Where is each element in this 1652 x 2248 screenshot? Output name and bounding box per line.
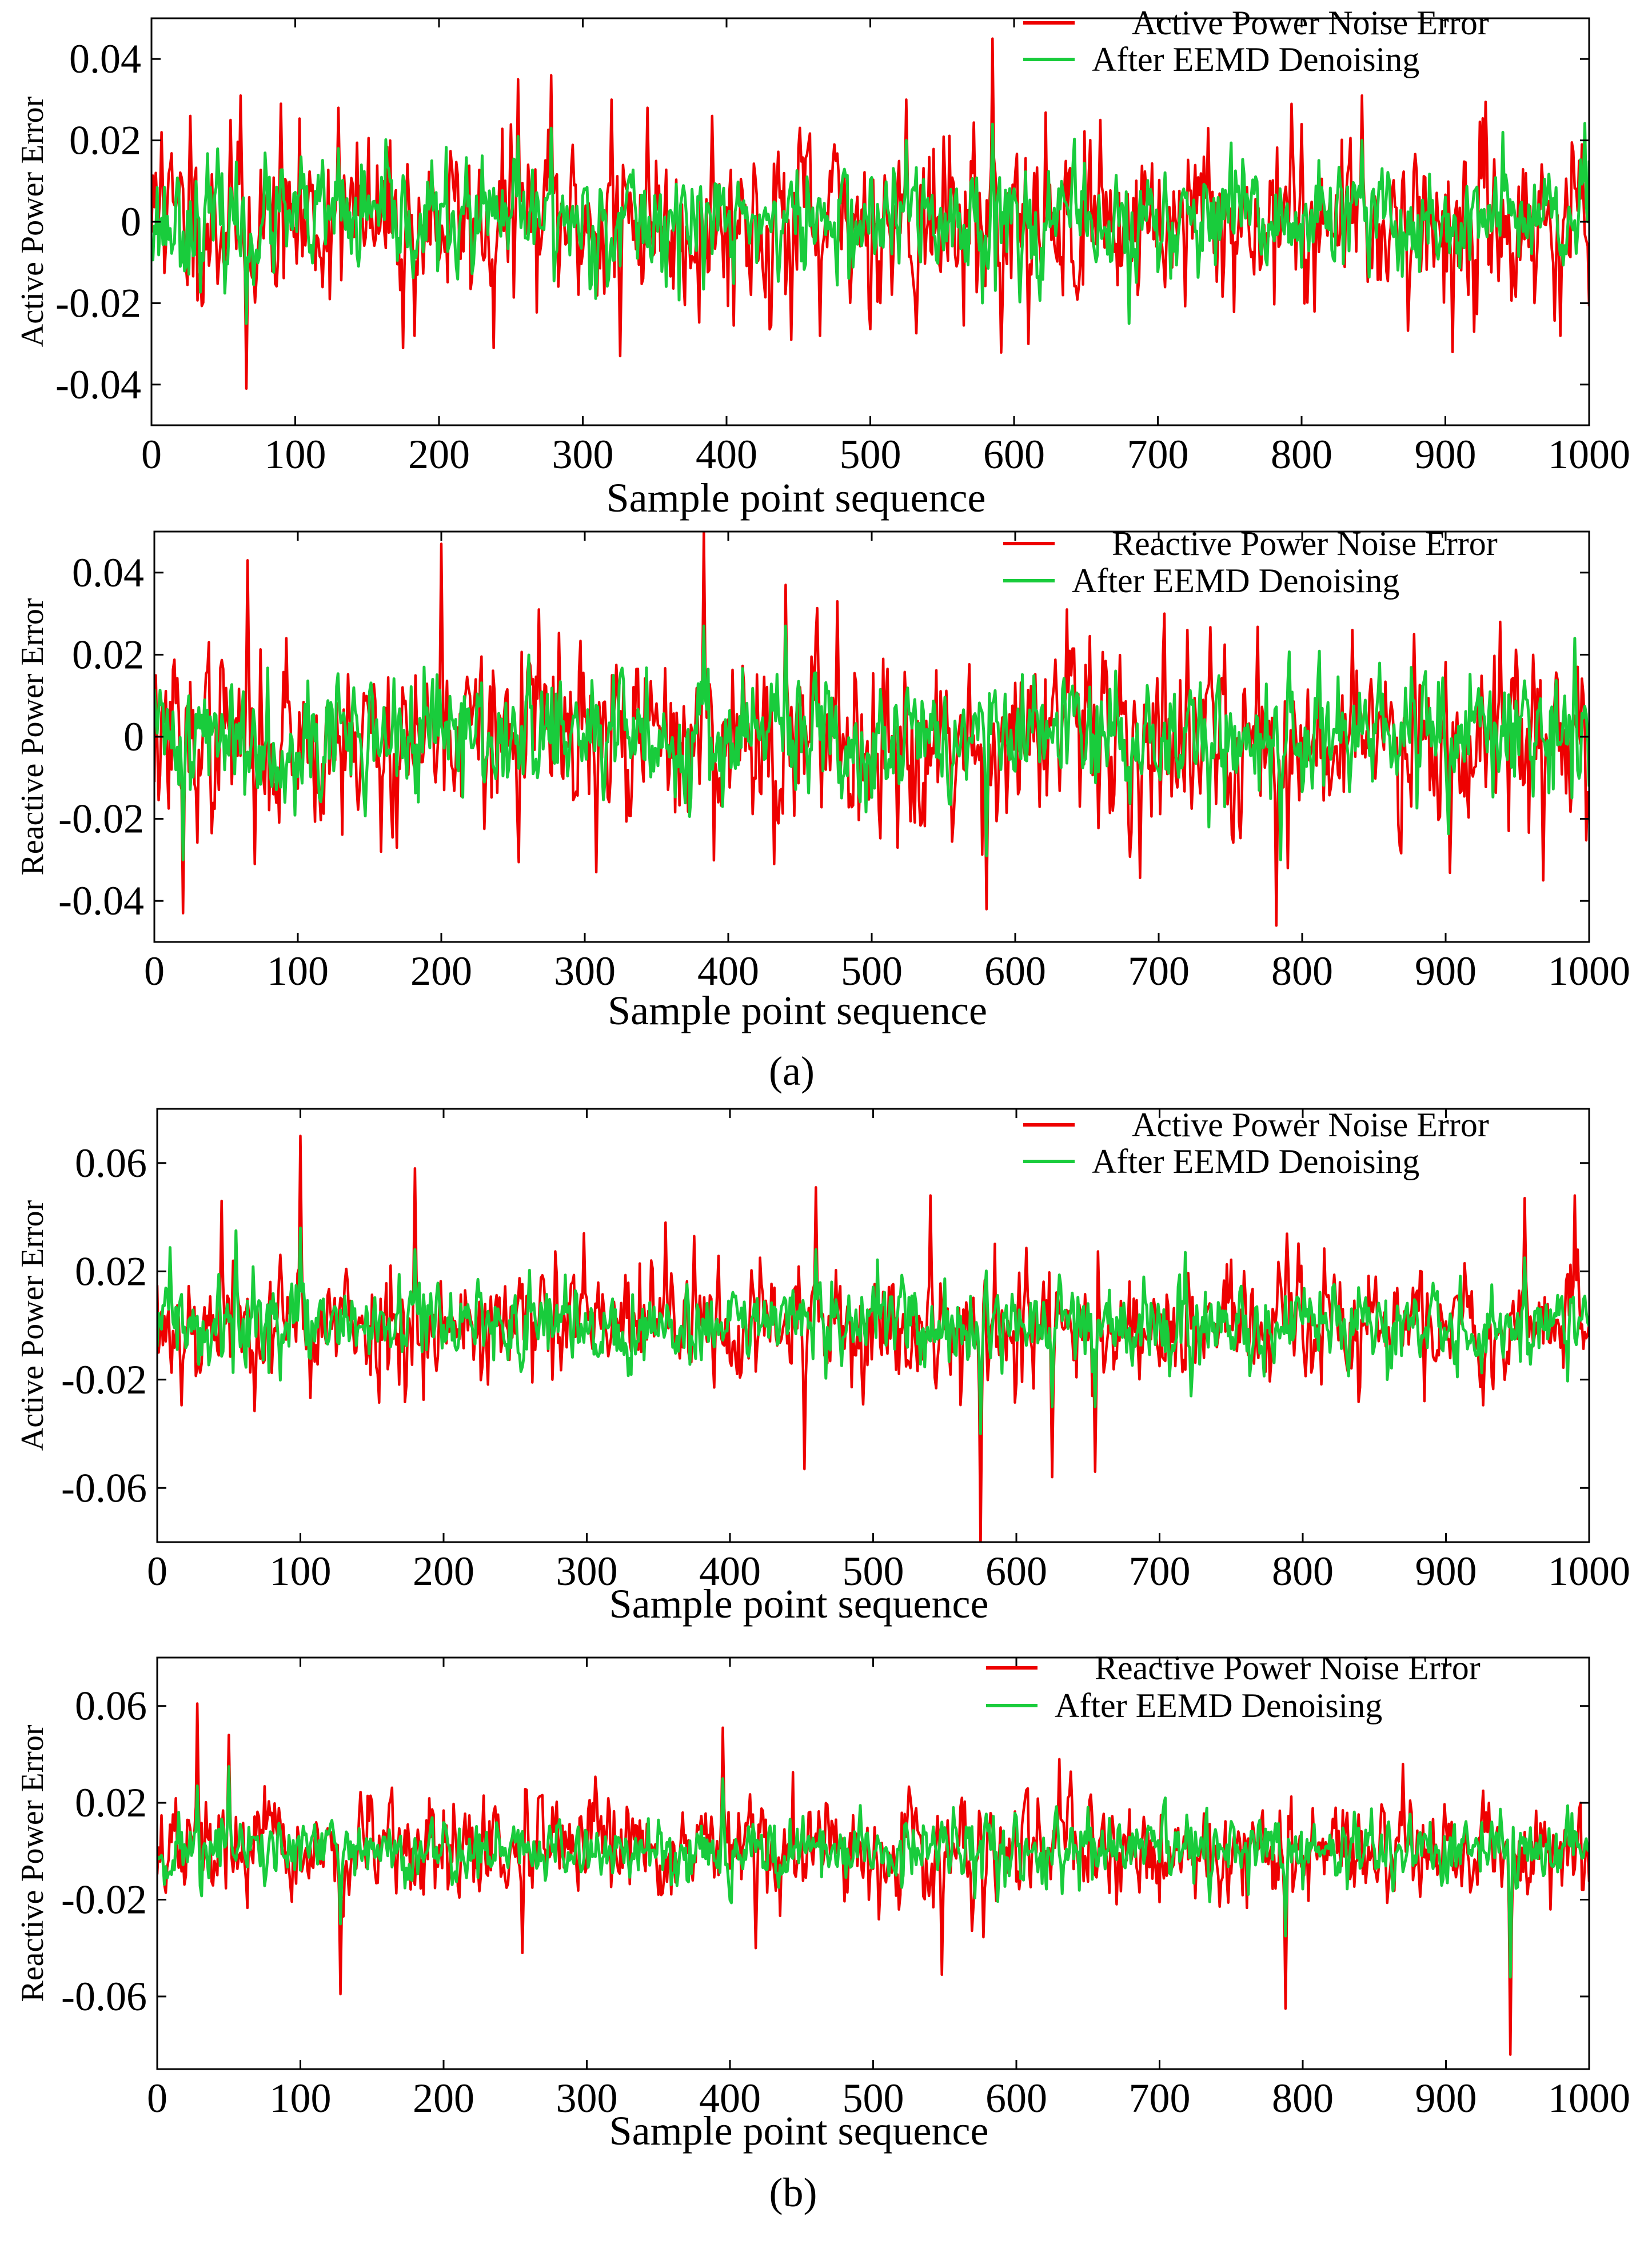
x-tick-label: 1000 <box>1548 948 1630 994</box>
x-axis-title: Sample point sequence <box>609 1581 989 1627</box>
x-tick-label: 1000 <box>1548 1548 1630 1594</box>
y-tick-label: -0.06 <box>61 1974 147 2019</box>
x-axis-title: Sample point sequence <box>608 988 987 1033</box>
x-tick-label: 600 <box>985 2075 1047 2121</box>
y-tick-label: -0.02 <box>55 280 141 326</box>
caption-b: (b) <box>769 2170 817 2215</box>
series-eemd-denoised-line <box>157 1765 1589 1979</box>
y-axis-title: Active Power Error <box>15 96 50 347</box>
x-tick-label: 400 <box>699 1548 761 1594</box>
x-tick-label: 200 <box>408 432 470 477</box>
x-tick-label: 100 <box>265 432 326 477</box>
x-tick-label: 200 <box>413 1548 474 1594</box>
x-tick-label: 500 <box>843 2075 904 2121</box>
panel-a-reactive: 0 100 200 300 400 500 600 700 800 900 1000 0.04 0.02… <box>15 525 1630 1094</box>
x-tick-label: 600 <box>985 1548 1047 1594</box>
y-tick-label: 0 <box>121 199 141 245</box>
x-tick-label: 300 <box>556 1548 618 1594</box>
x-tick-label: 200 <box>410 948 472 994</box>
legend-label-denoised: After EEMD Denoising <box>1092 1143 1419 1180</box>
x-tick-label: 500 <box>843 1548 904 1594</box>
legend-label-noise: Active Power Noise Error <box>1132 4 1489 42</box>
y-tick-label: 0.02 <box>75 1248 147 1294</box>
legend-label-denoised: After EEMD Denoising <box>1055 1687 1382 1724</box>
series-noise-error-line <box>157 1702 1589 2056</box>
x-tick-label: 400 <box>699 2075 761 2121</box>
y-tick-label: -0.04 <box>55 362 141 408</box>
y-tick-label: 0.06 <box>75 1140 147 1186</box>
x-tick-label: 100 <box>270 1548 332 1594</box>
y-tick-label: 0.02 <box>75 1780 147 1826</box>
panel-b-reactive: 0 100 200 300 400 500 600 700 800 900 1000 0.06 0.02… <box>15 1649 1630 2215</box>
y-tick-label: 0.04 <box>72 550 144 596</box>
x-tick-label: 900 <box>1415 432 1477 477</box>
x-tick-label: 700 <box>1129 2075 1191 2121</box>
y-tick-label: -0.02 <box>61 1877 147 1923</box>
legend-label-noise: Reactive Power Noise Error <box>1095 1649 1481 1687</box>
panel-a-active: 0 100 200 300 400 500 600 700 800 900 1000 0.04 0.02… <box>15 4 1630 521</box>
legend-label-denoised: After EEMD Denoising <box>1092 41 1419 78</box>
x-tick-label: 800 <box>1272 1548 1334 1594</box>
x-tick-label: 200 <box>413 2075 474 2121</box>
series-eemd-denoised-line <box>154 624 1589 861</box>
y-tick-label: 0.04 <box>69 36 141 82</box>
legend-label-noise: Active Power Noise Error <box>1132 1106 1489 1144</box>
y-tick-label: -0.06 <box>61 1465 147 1511</box>
x-tick-label: 0 <box>144 948 165 994</box>
x-tick-label: 900 <box>1415 948 1477 994</box>
x-axis-title: Sample point sequence <box>606 475 986 521</box>
series-eemd-denoised-line <box>151 122 1589 325</box>
x-tick-label: 700 <box>1128 948 1190 994</box>
x-tick-label: 100 <box>270 2075 332 2121</box>
y-axis-title: Reactive Power Error <box>15 1724 50 2002</box>
x-tick-label: 500 <box>841 948 903 994</box>
x-tick-label: 500 <box>840 432 901 477</box>
legend: Active Power Noise Error After EEMD Deno… <box>1023 4 1489 78</box>
y-tick-label: -0.04 <box>58 878 144 924</box>
x-tick-label: 700 <box>1127 432 1189 477</box>
x-tick-label: 800 <box>1271 948 1333 994</box>
x-tick-label: 800 <box>1272 2075 1334 2121</box>
y-tick-label: 0.02 <box>69 118 141 163</box>
x-tick-label: 800 <box>1271 432 1332 477</box>
x-tick-label: 300 <box>552 432 614 477</box>
x-axis-title: Sample point sequence <box>609 2108 989 2154</box>
y-tick-label: -0.02 <box>61 1357 147 1403</box>
x-tick-label: 900 <box>1415 2075 1477 2121</box>
y-tick-label: -0.02 <box>58 796 144 842</box>
x-tick-label: 400 <box>696 432 757 477</box>
x-tick-label: 600 <box>983 432 1045 477</box>
x-tick-label: 400 <box>697 948 759 994</box>
legend: Reactive Power Noise Error After EEMD De… <box>986 1649 1481 1724</box>
caption-a: (a) <box>769 1048 815 1094</box>
panel-b-active: 0 100 200 300 400 500 600 700 800 900 1000 0.06 0.02… <box>15 1106 1630 1627</box>
x-tick-label: 0 <box>147 1548 167 1594</box>
x-tick-label: 600 <box>984 948 1046 994</box>
y-tick-label: 0.02 <box>72 632 144 677</box>
y-tick-label: 0 <box>123 714 144 760</box>
legend-label-denoised: After EEMD Denoising <box>1072 562 1399 600</box>
legend: Reactive Power Noise Error After EEMD De… <box>1003 525 1498 600</box>
x-tick-label: 0 <box>141 432 162 477</box>
x-tick-label: 1000 <box>1548 432 1630 477</box>
x-tick-label: 0 <box>147 2075 167 2121</box>
y-axis-title: Reactive Power Error <box>15 598 50 875</box>
y-tick-label: 0.06 <box>75 1683 147 1729</box>
x-tick-label: 300 <box>554 948 616 994</box>
x-tick-label: 300 <box>556 2075 618 2121</box>
x-tick-label: 100 <box>267 948 329 994</box>
legend-label-noise: Reactive Power Noise Error <box>1112 525 1498 562</box>
x-tick-label: 1000 <box>1548 2075 1630 2121</box>
x-tick-label: 700 <box>1129 1548 1191 1594</box>
series-eemd-denoised-line <box>157 1226 1589 1435</box>
x-tick-label: 900 <box>1415 1548 1477 1594</box>
y-axis-title: Active Power Error <box>15 1200 50 1451</box>
legend: Active Power Noise Error After EEMD Deno… <box>1023 1106 1489 1180</box>
